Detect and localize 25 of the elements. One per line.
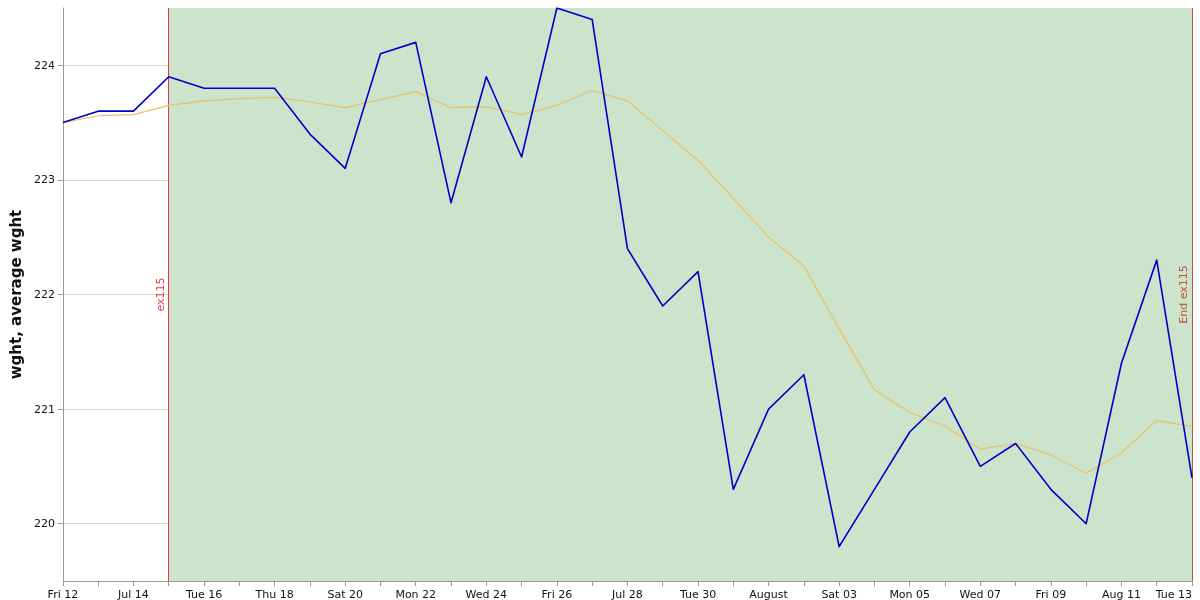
x-tick-label: Tue 30 [678, 588, 717, 600]
x-tick-label: Tue 16 [184, 588, 223, 600]
x-tick-label: Wed 24 [465, 588, 508, 600]
x-tick-label: August [749, 588, 789, 600]
x-tick-label: Thu 18 [254, 588, 294, 600]
x-tick-label: Aug 11 [1101, 588, 1141, 600]
x-tick-label: Mon 22 [395, 588, 437, 600]
y-tick-label: 221 [33, 402, 55, 416]
y-tick-label: 222 [33, 288, 55, 301]
x-tick-label: Jul 28 [611, 588, 643, 600]
x-tick-label: Fri 12 [47, 588, 79, 600]
x-tick-label: Fri 26 [541, 588, 573, 600]
ref-line-label: End ex115 [1177, 265, 1190, 324]
ref-line-label: ex115 [153, 277, 167, 312]
x-tick-label: Jul 14 [117, 588, 149, 600]
y-axis-title: wght, average wght [6, 209, 25, 380]
y-tick-label: 220 [33, 517, 55, 531]
y-tick-label: 223 [33, 173, 55, 187]
x-tick-label: Mon 05 [889, 588, 931, 600]
y-tick-label: 224 [33, 58, 55, 72]
x-tick-label: Sat 03 [821, 588, 857, 600]
x-tick-label: Wed 07 [959, 588, 1002, 600]
x-tick-label: Tue 13 [1154, 588, 1192, 600]
x-tick-label: Fri 09 [1035, 588, 1067, 600]
x-tick-label: Sat 20 [327, 588, 363, 600]
